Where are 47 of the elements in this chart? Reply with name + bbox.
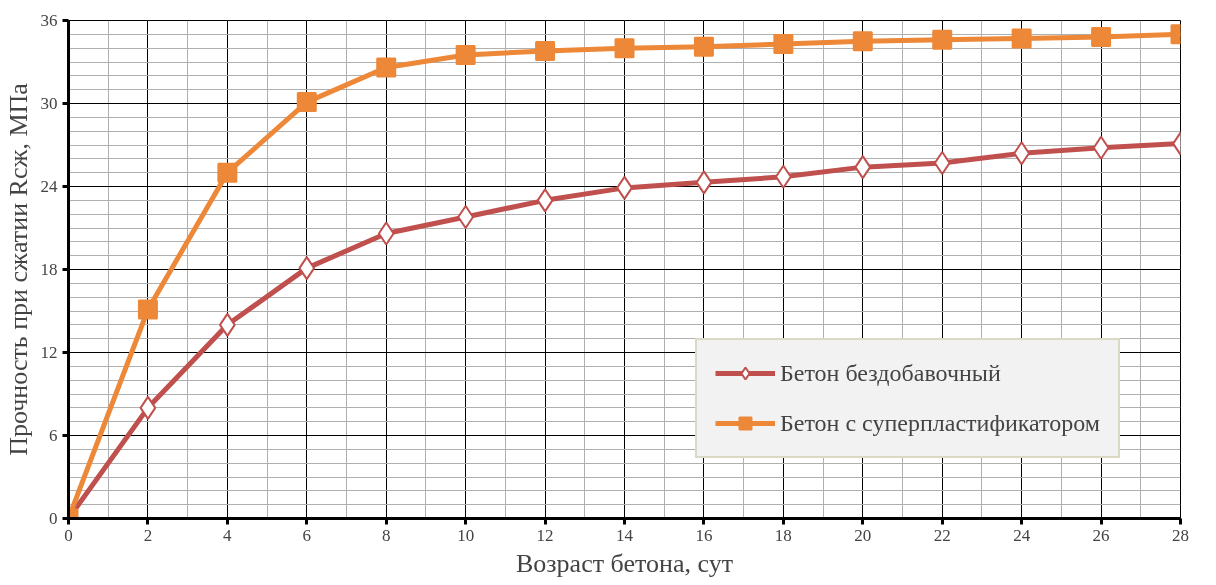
y-tick-label: 24 <box>40 177 58 196</box>
x-tick-label: 8 <box>381 525 391 545</box>
point <box>455 45 476 66</box>
point <box>535 40 556 61</box>
point <box>1011 28 1032 49</box>
y-tick-label: 36 <box>40 11 58 30</box>
y-tick-label: 6 <box>49 426 58 445</box>
point <box>773 34 794 55</box>
point <box>139 395 157 420</box>
point <box>217 162 238 183</box>
x-tick-label: 10 <box>457 525 475 545</box>
point <box>932 29 953 50</box>
y-tick-label: 18 <box>40 260 58 279</box>
x-tick-label: 14 <box>616 525 634 545</box>
x-tick-label: 0 <box>64 525 73 545</box>
point <box>695 170 713 195</box>
y-tick-label: 12 <box>40 343 58 362</box>
legend-label: Бетон бездобавочный <box>779 359 1001 387</box>
point <box>1092 135 1110 160</box>
x-axis-title: Возраст бетона, сут <box>515 548 734 578</box>
point <box>1091 27 1112 48</box>
x-tick-label: 6 <box>302 525 312 545</box>
point <box>298 256 316 281</box>
point <box>376 57 397 78</box>
legend-label: Бетон с суперпластификатором <box>779 409 1100 437</box>
y-tick-label: 30 <box>40 94 58 113</box>
y-axis-title: Прочность при сжатии Rсж, МПа <box>3 82 33 456</box>
x-tick-label: 24 <box>1013 525 1031 545</box>
x-tick-label: 28 <box>1172 525 1189 545</box>
x-tick-label: 4 <box>223 525 233 545</box>
x-tick-label: 12 <box>536 525 554 545</box>
y-tick-label: 0 <box>49 509 58 528</box>
x-tick-label: 22 <box>933 525 951 545</box>
point <box>693 36 714 57</box>
x-tick-label: 20 <box>854 525 872 545</box>
x-tick-label: 16 <box>695 525 713 545</box>
point <box>377 221 395 246</box>
point <box>614 38 635 59</box>
point <box>137 299 158 320</box>
point <box>854 155 872 180</box>
point <box>536 188 554 213</box>
x-tick-label: 26 <box>1092 525 1110 545</box>
x-tick-label: 2 <box>143 525 153 545</box>
point <box>296 92 317 113</box>
point <box>933 150 951 175</box>
x-tick-label: 18 <box>774 525 792 545</box>
point <box>852 31 873 52</box>
